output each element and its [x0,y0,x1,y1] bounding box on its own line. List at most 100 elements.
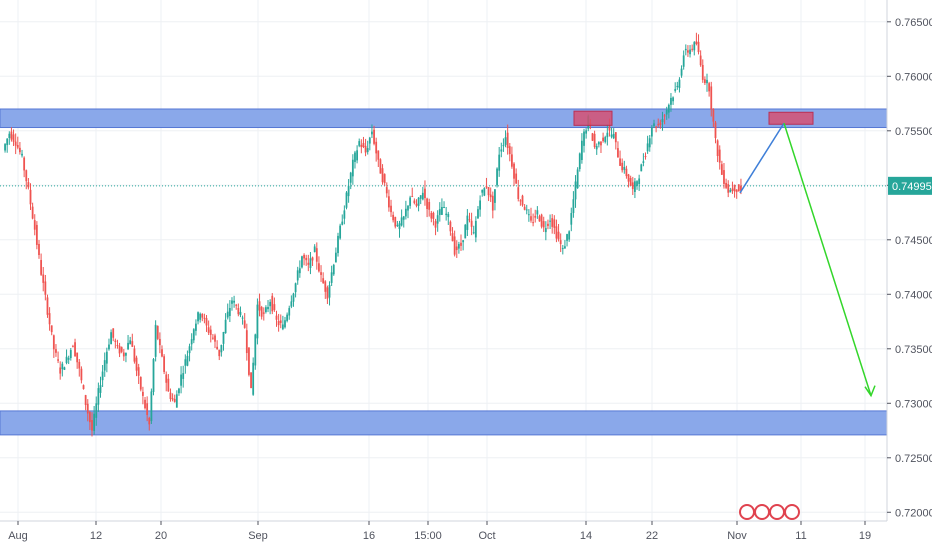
candle-body [508,146,511,155]
x-tick-label: 19 [859,530,871,542]
logo-ring-icon [769,504,785,520]
projection-arrowhead [864,385,876,398]
candle-body [57,359,59,361]
candle-body [661,118,664,123]
candle-body [275,315,278,320]
candle-body [48,313,51,325]
candle-body [226,311,229,318]
candle-body [697,41,700,53]
candle-body [578,153,581,170]
candle-body [723,170,725,184]
candle-body [197,312,199,322]
candle-body [65,356,68,363]
candle-body [80,368,83,381]
candle-body [55,349,57,353]
candle-body [653,123,655,127]
candle-body [281,324,284,330]
candle-body [426,198,428,210]
candle-body [606,132,609,138]
candle-body [303,254,305,259]
candle-body [553,219,556,228]
candle-body [307,262,310,265]
candle-body [568,231,571,240]
candle-body [436,215,439,224]
candle-body [670,97,672,105]
candle-body [455,246,458,251]
logo-ring-icon [739,504,755,520]
candle-body [86,403,89,414]
candle-body [644,156,647,158]
candle-body [339,225,342,239]
candle-body [629,177,632,186]
candle-body [640,164,643,172]
candle-body [233,300,235,303]
y-tick-label: 0.75500 [895,126,932,138]
candle-body [120,347,123,352]
candle-body [623,166,626,170]
candle-body [390,205,392,213]
candle-body [619,158,621,166]
candle-body [468,219,471,221]
candle-body [284,320,286,328]
candle-body [214,335,216,342]
x-tick-label: 22 [646,530,658,542]
candle-body [337,235,339,254]
candle-body [267,306,269,310]
candle-body [237,308,240,315]
candle-body [180,374,182,386]
candle-body [78,361,81,369]
candle-body [21,153,23,156]
candle-body [35,224,38,245]
candle-body [464,224,467,239]
candle-body [150,391,153,422]
candle-body [737,184,740,192]
candle-body [203,317,206,319]
candle-body [371,131,373,135]
candle-body [135,357,138,371]
candle-body [659,122,662,125]
candle-body [576,169,579,189]
candle-body [678,79,681,88]
candle-body [366,148,369,153]
candle-body [298,268,301,274]
candle-body [19,147,21,153]
candle-body [699,55,702,66]
candle-body [695,41,698,45]
candle-body [192,329,195,341]
candle-body [502,145,505,147]
x-tick-label: 12 [90,530,102,542]
candle-body [46,297,49,315]
candle-body [288,308,291,316]
candle-body [521,195,524,206]
candle-body [318,263,320,272]
candle-body [273,304,276,311]
candle-body [655,126,658,129]
candle-body [328,285,331,298]
candle-body [63,367,66,370]
candle-body [351,159,354,177]
candle-body [184,359,187,366]
candle-body [88,412,91,423]
candle-body [220,344,223,353]
candle-body [487,187,490,196]
candle-body [404,208,407,217]
candle-body [595,146,598,150]
candle-body [188,346,191,354]
candle-body [392,214,395,221]
candle-body [557,231,560,240]
candle-body [69,350,72,359]
candle-body [305,257,308,261]
candle-body [205,318,208,326]
candle-body [33,220,36,230]
candle-body [530,216,532,221]
candle-body [125,352,127,356]
candle-body [572,199,575,214]
candle-body [474,220,477,238]
candle-body [481,189,484,193]
candle-body [491,195,494,211]
candle-body [44,281,47,295]
candle-body [224,319,227,334]
candle-body [407,205,409,211]
y-tick-label: 0.76500 [895,17,932,29]
candle-body [449,221,452,232]
